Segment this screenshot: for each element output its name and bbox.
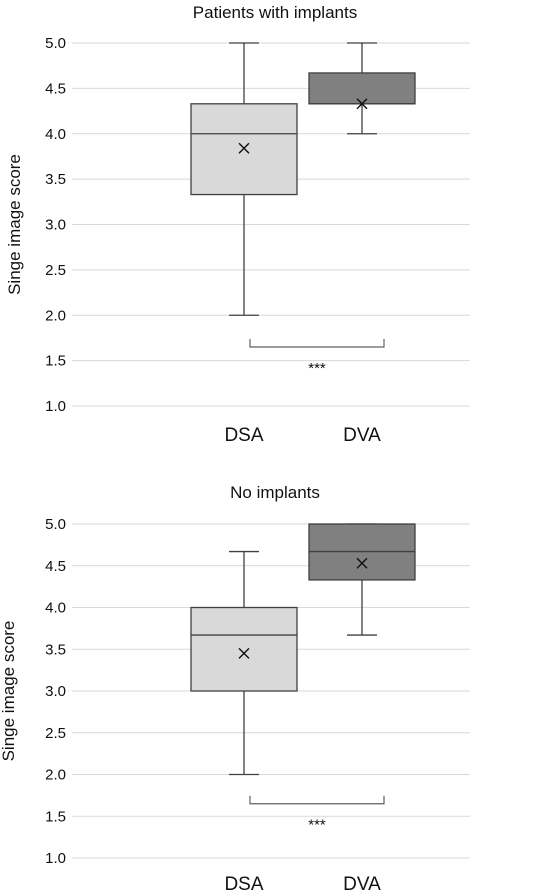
y-tick-label: 1.5	[45, 353, 66, 370]
significance-bracket	[249, 795, 385, 805]
boxplot-svg: No implants Singe image score 1.0 1.5 2.0 2.5…	[0, 483, 470, 892]
chart-title: Patients with implants	[193, 3, 357, 22]
y-tick-label: 3.0	[45, 683, 66, 700]
y-tick-label: 2.5	[45, 725, 66, 742]
y-tick-label: 2.0	[45, 767, 66, 784]
significance-label: ***	[308, 817, 326, 834]
significance-label: ***	[308, 360, 326, 377]
y-tick-label: 1.0	[45, 850, 66, 867]
boxplot-svg: Patients with implants Singe image score 1…	[5, 3, 470, 446]
x-category-label: DSA	[224, 874, 263, 892]
x-category-label: DVA	[343, 874, 381, 892]
chart-no-implants: No implants Singe image score 1.0 1.5 2.0 2.5…	[0, 474, 550, 892]
y-tick-label: 3.5	[45, 171, 66, 188]
y-tick-label: 5.0	[45, 516, 66, 533]
y-tick-label: 3.5	[45, 641, 66, 658]
box-iqr	[308, 72, 416, 105]
x-category-label: DSA	[224, 425, 263, 446]
significance-bracket	[249, 339, 385, 348]
box-iqr	[190, 606, 298, 692]
mean-marker	[238, 142, 250, 154]
y-axis-label: Singe image score	[5, 154, 24, 295]
y-tick-label: 4.5	[45, 80, 66, 97]
y-tick-label: 2.0	[45, 307, 66, 324]
chart-patients-with-implants: Patients with implants Singe image score 1…	[5, 3, 470, 446]
y-tick-label: 4.0	[45, 600, 66, 617]
mean-marker	[356, 557, 368, 569]
y-tick-label: 4.5	[45, 558, 66, 575]
mean-marker	[238, 647, 250, 659]
y-tick-label: 4.0	[45, 126, 66, 143]
y-tick-label: 3.0	[45, 217, 66, 234]
chart-title: No implants	[230, 483, 320, 502]
y-axis-label: Singe image score	[0, 621, 18, 762]
y-tick-label: 2.5	[45, 262, 66, 279]
mean-marker	[356, 98, 368, 110]
y-tick-label: 5.0	[45, 35, 66, 52]
y-tick-label: 1.0	[45, 398, 66, 415]
y-tick-label: 1.5	[45, 808, 66, 825]
x-category-label: DVA	[343, 425, 381, 446]
